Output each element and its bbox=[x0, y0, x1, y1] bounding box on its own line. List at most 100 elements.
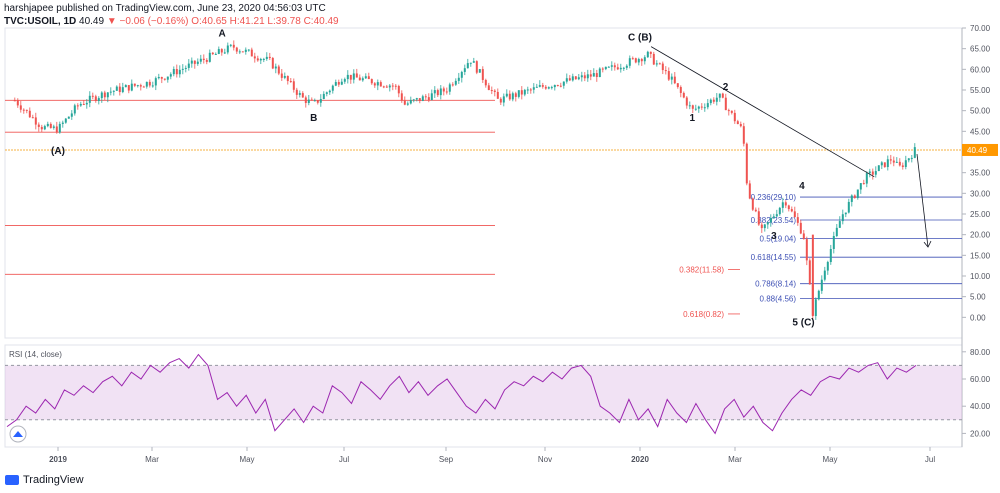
candle-body bbox=[145, 81, 148, 87]
candle-body bbox=[520, 90, 523, 95]
candle-body bbox=[772, 216, 775, 218]
candle-body bbox=[64, 118, 67, 123]
candle-body bbox=[688, 105, 691, 107]
candle-body bbox=[352, 73, 355, 80]
candle-body bbox=[607, 66, 610, 68]
candle-body bbox=[556, 85, 559, 87]
candle-body bbox=[196, 61, 199, 64]
candle-body bbox=[745, 143, 748, 184]
candle-body bbox=[613, 65, 616, 68]
candle-body bbox=[178, 69, 181, 75]
candle-body bbox=[358, 77, 361, 81]
ext-level-label: 0.618(0.82) bbox=[683, 310, 724, 319]
candle-body bbox=[133, 83, 136, 86]
candle-body bbox=[841, 214, 844, 222]
x-tick-label: May bbox=[239, 455, 254, 464]
candle-body bbox=[430, 93, 433, 101]
candle-body bbox=[394, 85, 397, 87]
candle-body bbox=[676, 83, 679, 88]
candle-body bbox=[904, 160, 907, 167]
y-tick-label: 15.00 bbox=[970, 251, 991, 260]
candle-body bbox=[832, 236, 835, 249]
x-tick-label: Sep bbox=[439, 455, 454, 464]
candle-body bbox=[574, 76, 577, 80]
candle-body bbox=[883, 162, 886, 168]
candle-body bbox=[619, 67, 622, 70]
tradingview-brand[interactable]: TradingView bbox=[5, 474, 84, 486]
candle-body bbox=[409, 100, 412, 104]
candle-body bbox=[643, 57, 646, 62]
candle-body bbox=[685, 97, 688, 106]
open-value: O:40.65 bbox=[191, 16, 227, 27]
candle-body bbox=[742, 126, 745, 144]
candle-body bbox=[472, 61, 475, 63]
candle-body bbox=[331, 85, 334, 91]
candle-body bbox=[139, 85, 142, 87]
candle-body bbox=[421, 96, 424, 101]
candle-body bbox=[829, 248, 832, 263]
candle-body bbox=[796, 217, 799, 223]
candle-body bbox=[388, 85, 391, 88]
candle-body bbox=[304, 97, 307, 103]
wave-label: B bbox=[310, 113, 317, 124]
candle-body bbox=[31, 117, 34, 119]
candle-body bbox=[523, 89, 526, 95]
candle-body bbox=[766, 222, 769, 225]
candle-body bbox=[235, 47, 238, 52]
candle-body bbox=[112, 90, 115, 92]
candle-body bbox=[769, 217, 772, 223]
candle-body bbox=[403, 100, 406, 105]
candle-body bbox=[502, 96, 505, 103]
scroll-to-start-icon[interactable] bbox=[9, 425, 27, 443]
x-tick-label: May bbox=[822, 455, 837, 464]
rsi-tick-label: 20.00 bbox=[970, 429, 991, 438]
candle-body bbox=[451, 84, 454, 86]
candles bbox=[13, 40, 916, 321]
candle-body bbox=[658, 63, 661, 65]
candle-body bbox=[898, 161, 901, 166]
candle-body bbox=[190, 60, 193, 64]
brand-name: TradingView bbox=[23, 474, 84, 486]
candle-body bbox=[454, 80, 457, 85]
candle-body bbox=[379, 82, 382, 87]
candle-body bbox=[40, 126, 43, 130]
candle-body bbox=[160, 77, 163, 79]
y-tick-label: 25.00 bbox=[970, 210, 991, 219]
projection-arrow bbox=[916, 154, 929, 248]
candle-body bbox=[850, 195, 853, 202]
fib-level-label: 0.786(8.14) bbox=[755, 280, 796, 289]
candle-body bbox=[208, 52, 211, 62]
candle-body bbox=[391, 85, 394, 87]
candle-body bbox=[739, 124, 742, 127]
candle-body bbox=[856, 189, 859, 198]
candle-body bbox=[289, 81, 292, 83]
candle-body bbox=[751, 198, 754, 210]
candle-body bbox=[682, 92, 685, 98]
candle-body bbox=[115, 86, 118, 91]
candle-body bbox=[721, 93, 724, 98]
candle-body bbox=[307, 99, 310, 103]
candle-body bbox=[214, 53, 217, 55]
candle-body bbox=[466, 63, 469, 69]
x-tick-label: Mar bbox=[145, 455, 159, 464]
candle-body bbox=[895, 161, 898, 163]
candle-body bbox=[232, 44, 235, 48]
candle-body bbox=[604, 66, 607, 70]
candle-body bbox=[871, 171, 874, 175]
candle-body bbox=[877, 165, 880, 172]
y-tick-label: 55.00 bbox=[970, 86, 991, 95]
change-arrow-icon: ▼ bbox=[106, 16, 117, 27]
candle-body bbox=[202, 58, 205, 60]
candle-body bbox=[853, 195, 856, 198]
x-tick-label: Jul bbox=[925, 455, 935, 464]
candle-body bbox=[34, 117, 37, 125]
candle-body bbox=[580, 75, 583, 78]
candle-body bbox=[823, 270, 826, 280]
candle-body bbox=[169, 74, 172, 77]
rsi-tick-label: 80.00 bbox=[970, 348, 991, 357]
candle-body bbox=[631, 58, 634, 60]
candle-body bbox=[748, 183, 751, 199]
candle-body bbox=[691, 105, 694, 109]
candle-body bbox=[481, 69, 484, 80]
